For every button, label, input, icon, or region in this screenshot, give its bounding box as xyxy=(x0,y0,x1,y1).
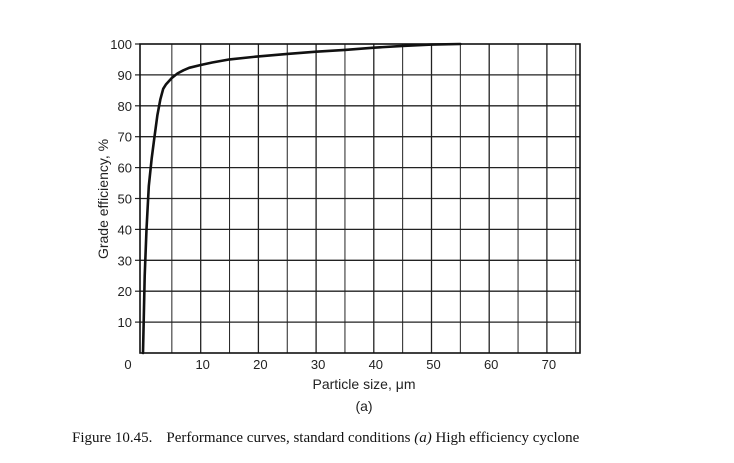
y-tick-label: 50 xyxy=(118,192,132,207)
y-tick-label: 20 xyxy=(118,284,132,299)
y-tick-label: 80 xyxy=(118,99,132,114)
x-tick-label: 50 xyxy=(426,357,440,372)
caption-text-after: High efficiency cyclone xyxy=(435,430,580,446)
x-tick-label: 20 xyxy=(253,357,267,372)
y-tick-label: 100 xyxy=(110,37,132,52)
tick-labels: 10 20 30 40 50 60 70 80 90 100 0 10 20 30 40 50 60 70 xyxy=(110,37,556,372)
caption-text: Performance curves, standard conditions xyxy=(166,430,411,446)
figure-caption: Figure 10.45. Performance curves, standar… xyxy=(72,430,579,447)
y-tick-label: 60 xyxy=(118,161,132,176)
x-tick-label: 60 xyxy=(484,357,498,372)
plot-frame xyxy=(139,43,581,354)
subfigure-label: (a) xyxy=(355,398,372,414)
y-tick-label: 90 xyxy=(118,68,132,83)
chart-grid xyxy=(135,43,580,353)
y-tick-label: 70 xyxy=(118,130,132,145)
x-axis-title: Particle size, μm xyxy=(313,376,416,392)
y-axis-title: Grade efficiency, % xyxy=(95,139,111,259)
efficiency-curve xyxy=(141,42,462,355)
y-tick-label: 10 xyxy=(118,315,132,330)
caption-italic: (a) xyxy=(414,430,432,446)
y-tick-label: 30 xyxy=(118,253,132,268)
x-tick-label: 70 xyxy=(542,357,556,372)
y-tick-label: 40 xyxy=(118,222,132,237)
x-tick-label: 30 xyxy=(311,357,325,372)
x-tick-label: 40 xyxy=(369,357,383,372)
x-tick-label: 10 xyxy=(195,357,209,372)
caption-label: Figure 10.45. xyxy=(72,430,153,446)
origin-label: 0 xyxy=(124,357,131,372)
